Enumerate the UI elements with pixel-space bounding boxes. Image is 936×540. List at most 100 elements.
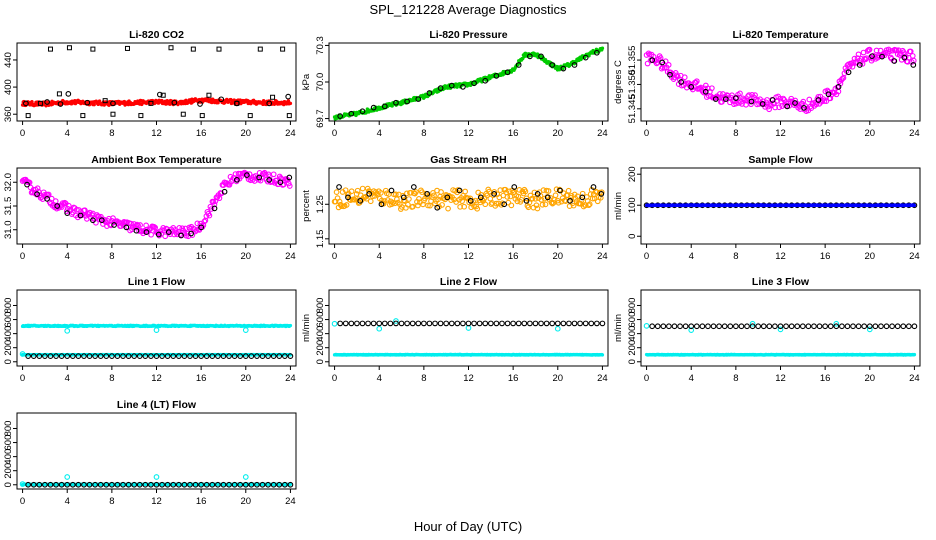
- x-tick-label: 12: [775, 128, 786, 139]
- x-tick-label: 0: [644, 128, 649, 139]
- data-point: [568, 192, 575, 199]
- data-point: [137, 222, 143, 228]
- y-axis-label: percent: [301, 190, 312, 222]
- data-point: [276, 353, 283, 359]
- data-point: [738, 323, 745, 330]
- y-tick-label: 51.350: [627, 70, 638, 99]
- data-point: [242, 481, 249, 488]
- data-point: [187, 481, 193, 488]
- data-point: [816, 323, 823, 330]
- plot-area: [19, 323, 294, 359]
- data-point: [839, 75, 846, 82]
- data-point: [64, 481, 71, 488]
- x-tick-label: 20: [552, 128, 563, 139]
- x-tick-label: 16: [820, 373, 831, 384]
- data-point: [81, 481, 87, 488]
- data-point: [377, 190, 384, 196]
- data-point: [19, 481, 26, 487]
- y-axis-label: degrees C: [613, 60, 624, 104]
- data-point: [190, 46, 196, 52]
- data-point: [404, 98, 410, 105]
- data-point: [69, 481, 76, 488]
- data-point: [140, 102, 144, 107]
- x-tick-label: 0: [332, 128, 337, 139]
- data-point: [24, 181, 30, 188]
- data-point: [667, 71, 673, 78]
- y-tick-label: 0: [627, 234, 638, 239]
- plot-area: [331, 184, 605, 212]
- data-point: [359, 185, 366, 192]
- data-point: [823, 98, 830, 104]
- data-point: [170, 481, 177, 488]
- data-point: [164, 481, 171, 488]
- data-point: [566, 320, 572, 327]
- data-point: [901, 51, 908, 57]
- data-point: [97, 353, 104, 359]
- data-point: [30, 481, 37, 488]
- data-point: [136, 481, 143, 488]
- x-axis: 0 4 8 12 16 20 24: [644, 366, 920, 384]
- data-point: [912, 352, 917, 357]
- data-point: [376, 325, 383, 332]
- y-tick-label: 400: [3, 326, 14, 342]
- y-tick-label: 100: [627, 197, 638, 213]
- data-point: [426, 90, 433, 96]
- panel-title: Line 4 (LT) Flow: [117, 399, 197, 411]
- data-point: [131, 481, 138, 488]
- data-point: [125, 481, 132, 488]
- x-tick-label: 16: [820, 251, 831, 262]
- x-tick-label: 16: [508, 251, 519, 262]
- y-tick-label: 200: [3, 463, 14, 479]
- data-point: [539, 201, 546, 208]
- data-point: [56, 91, 62, 97]
- data-point: [432, 320, 438, 327]
- x-axis: 0 4 8 12 16 20 24: [20, 489, 296, 507]
- x-tick-label: 8: [421, 128, 426, 139]
- x-tick-label: 0: [644, 373, 649, 384]
- series-2: [24, 172, 293, 239]
- x-tick-label: 12: [463, 373, 474, 384]
- data-point: [367, 198, 374, 205]
- data-point: [337, 113, 344, 119]
- series-1: [331, 185, 605, 212]
- data-point: [645, 50, 652, 57]
- data-point: [159, 481, 165, 488]
- data-point: [855, 51, 862, 58]
- data-point: [415, 320, 422, 327]
- x-tick-label: 12: [151, 496, 162, 507]
- plot-area: [19, 169, 293, 240]
- data-point: [815, 97, 822, 103]
- data-point: [481, 195, 488, 202]
- data-point: [460, 84, 466, 90]
- y-tick-label: 600: [3, 435, 14, 451]
- data-point: [448, 320, 455, 327]
- data-point: [343, 202, 350, 208]
- data-point: [476, 320, 483, 327]
- panel-title: Sample Flow: [748, 154, 813, 166]
- data-point: [398, 320, 405, 327]
- x-tick-label: 16: [196, 373, 207, 384]
- data-point: [206, 92, 212, 98]
- data-point: [415, 96, 422, 102]
- data-point: [64, 474, 71, 480]
- data-point: [869, 53, 875, 60]
- data-point: [600, 353, 605, 357]
- data-point: [234, 177, 240, 183]
- series-2: [19, 327, 249, 357]
- data-point: [342, 187, 349, 194]
- series-1: [644, 352, 917, 357]
- x-axis: 0 4 8 12 16 20 24: [644, 121, 920, 139]
- data-point: [542, 201, 549, 208]
- data-point: [824, 87, 831, 94]
- series-2: [644, 203, 917, 208]
- data-point: [501, 201, 508, 208]
- data-point: [662, 58, 669, 65]
- panel-title: Gas Stream RH: [430, 154, 506, 166]
- data-point: [148, 100, 154, 106]
- data-point: [438, 189, 444, 195]
- data-point: [410, 184, 417, 190]
- panel-title: Li-820 Temperature: [732, 29, 828, 41]
- y-tick-label: 31.0: [3, 221, 14, 240]
- data-point: [336, 184, 342, 190]
